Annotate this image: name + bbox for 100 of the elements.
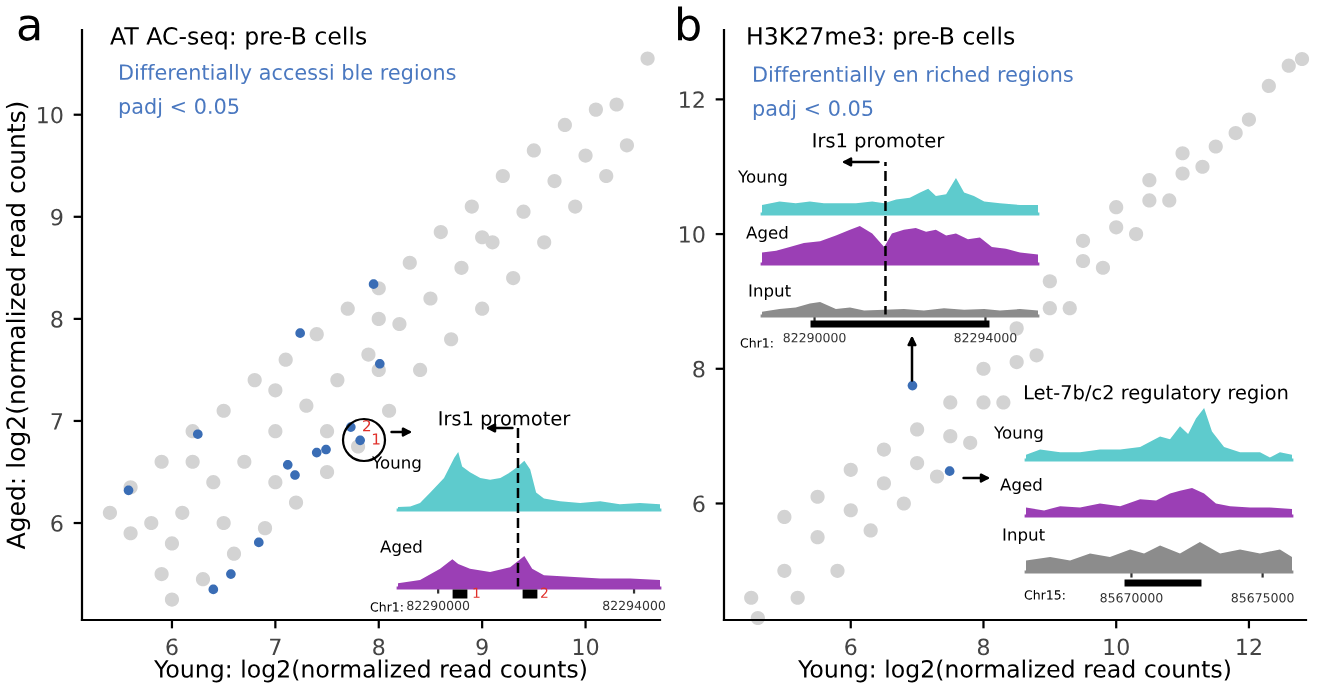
point [290, 470, 300, 480]
annotation: padj < 0.05 [119, 97, 239, 119]
point [910, 455, 925, 471]
point [810, 530, 825, 545]
point [1129, 226, 1144, 242]
point [374, 358, 385, 369]
point [1009, 354, 1024, 370]
point [863, 523, 878, 538]
point [368, 279, 379, 289]
point [355, 435, 365, 446]
point [910, 422, 925, 437]
point [1029, 348, 1044, 363]
point [777, 563, 792, 578]
point [876, 442, 892, 457]
point [963, 435, 978, 450]
point [790, 590, 805, 605]
point [295, 328, 305, 338]
y-axis-title: Input [1003, 528, 1045, 545]
point [123, 485, 134, 496]
point [1175, 146, 1190, 161]
point [226, 569, 236, 579]
point [208, 584, 219, 595]
x-tick-label: 12 [1237, 638, 1261, 655]
point [976, 395, 991, 410]
point [843, 462, 858, 477]
point [843, 503, 858, 518]
point [976, 361, 991, 376]
point [1162, 193, 1177, 208]
x-axis-title: Young: log2(normalized read counts) [154, 659, 586, 683]
point [1062, 301, 1077, 316]
point [254, 537, 264, 548]
point [907, 380, 918, 391]
y-tick-label: 8 [51, 310, 63, 328]
point [1109, 200, 1124, 215]
x-tick-label: 6 [166, 638, 178, 656]
y-tick-label: 8 [693, 360, 705, 378]
point [1261, 78, 1276, 93]
x-tick-label: 7 [270, 638, 281, 655]
point [744, 590, 759, 605]
y-axis-title: Aged: log2(normalized read counts) [5, 102, 31, 550]
annotation: Differentially en riched regions [754, 65, 1073, 87]
point [282, 460, 293, 470]
point [1294, 51, 1310, 67]
x-tick-label: 10 [573, 638, 599, 656]
point [777, 509, 792, 525]
point [1208, 139, 1223, 154]
y-axis-title: Aged [1000, 477, 1042, 495]
x-tick-label: 8 [373, 638, 385, 656]
point [943, 429, 958, 444]
y-tick-label: 6 [693, 495, 705, 513]
x-tick-label: 10 [1104, 638, 1129, 656]
point [1281, 58, 1296, 73]
point [943, 395, 958, 410]
y-tick-label: 7 [51, 413, 63, 430]
y-axis-title: Young [371, 456, 421, 473]
point [1109, 220, 1124, 235]
y-axis-title: Input [749, 284, 791, 301]
point [1241, 112, 1257, 127]
point [1075, 233, 1091, 248]
y-tick-label: 10 [680, 226, 705, 243]
y-axis-title: Aged [746, 225, 788, 243]
point [311, 447, 322, 458]
y-tick-label: 12 [680, 91, 704, 108]
y-axis-title: Young [737, 170, 787, 187]
point [193, 429, 203, 440]
point [1095, 260, 1111, 275]
point [1142, 193, 1157, 208]
point [876, 476, 892, 491]
x-tick-label: 6 [845, 638, 857, 656]
y-axis-title: Young [993, 426, 1043, 443]
point [830, 563, 845, 578]
chart-title: H3K27me3: pre-B cells [748, 26, 1015, 50]
point [1142, 173, 1157, 188]
point [929, 469, 945, 484]
point [810, 489, 825, 504]
point [944, 466, 955, 476]
annotation: padj < 0.05 [753, 99, 873, 121]
point [1228, 125, 1243, 141]
point [1042, 274, 1057, 289]
x-tick-label: 9 [476, 638, 488, 656]
point [1042, 301, 1057, 316]
annotation: Irs1 promoter [439, 411, 571, 430]
text: a [18, 15, 40, 41]
point [1175, 166, 1190, 181]
x-axis-title: Young: log2(normalized read counts) [798, 659, 1230, 683]
x-tick-label: 8 [977, 638, 990, 656]
annotation: Let-7b/c2 regulatory region [1025, 384, 1288, 404]
point [896, 496, 911, 511]
chart-title: AT AC-seq: pre-B cells [110, 26, 367, 50]
y-tick-label: 9 [51, 208, 63, 226]
point [1075, 253, 1091, 269]
text: b [678, 6, 700, 41]
annotation: Differentially accessi ble regions [120, 63, 456, 85]
annotation: Irs1 promoter [813, 133, 945, 152]
point [321, 444, 331, 455]
y-tick-label: 6 [51, 514, 63, 532]
point [1195, 159, 1210, 174]
y-axis-title: Aged [380, 539, 422, 557]
y-tick-label: 10 [38, 106, 63, 124]
point [996, 395, 1011, 410]
